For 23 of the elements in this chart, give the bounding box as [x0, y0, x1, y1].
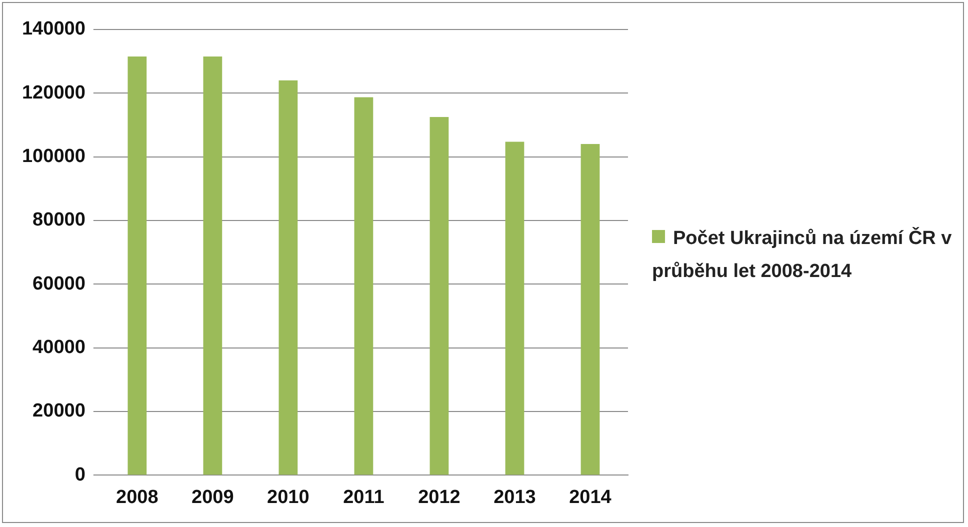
x-tick-label: 2008 [116, 486, 158, 508]
bar [354, 97, 374, 475]
bar [430, 116, 449, 475]
x-tick-label: 2011 [343, 486, 385, 508]
y-tick-label: 80000 [32, 210, 86, 231]
x-tick-label: 2012 [418, 486, 460, 508]
y-tick-label: 140000 [22, 18, 86, 40]
x-tick-label: 2014 [569, 486, 612, 508]
bar [580, 144, 600, 475]
bar [505, 142, 524, 475]
y-tick-label: 60000 [32, 273, 86, 294]
y-tick-label: 0 [74, 464, 86, 486]
y-tick-label: 20000 [32, 400, 86, 422]
y-tick-label: 40000 [32, 337, 86, 358]
y-tick-label: 120000 [22, 82, 86, 104]
y-tick-label: 100000 [22, 146, 86, 168]
bar [128, 56, 147, 475]
bar [278, 80, 298, 475]
bar [203, 56, 222, 475]
x-tick-label: 2010 [267, 486, 310, 508]
legend-label: Počet Ukrajinců na území ČR v průběhu let 2008-2014 [652, 226, 952, 284]
x-tick-label: 2013 [494, 486, 536, 508]
x-tick-label: 2009 [192, 486, 234, 508]
